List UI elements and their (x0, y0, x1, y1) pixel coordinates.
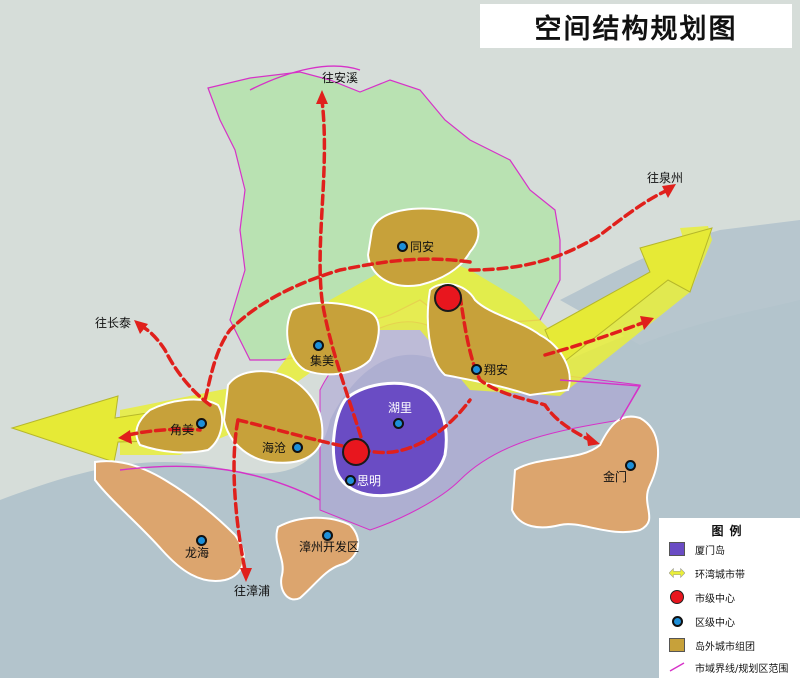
district-center-dot (196, 418, 207, 429)
area-longhai (94, 460, 245, 582)
legend-item-city-center: 市级中心 (669, 588, 735, 606)
outer-cluster-swatch (669, 638, 685, 652)
route-quanzhou (468, 188, 670, 272)
xiamen-island (331, 381, 448, 498)
legend-item-district-center: 区级中心 (669, 612, 735, 630)
city-center-dot (342, 438, 370, 466)
bay-belt-arrow-east (544, 227, 713, 366)
route-anxi (318, 98, 367, 452)
boundary-line-icon (669, 660, 685, 674)
route-changtai (138, 323, 212, 407)
place-label-jinmen: 金门 (603, 470, 628, 484)
district-center-dot-icon (669, 614, 685, 628)
route-east (543, 320, 647, 357)
area-jinmen (510, 415, 659, 534)
route-xiangan (458, 293, 592, 442)
legend-title: 图例 (711, 524, 748, 538)
place-label-xiangan: 翔安 (484, 363, 509, 377)
map-legend: 图例 厦门岛 环湾城市带 市级中心 区级中心 岛外城市组团 市域界线/ (659, 518, 800, 678)
district-center-dot (471, 364, 482, 375)
city-center-dot-icon (669, 590, 685, 604)
place-label-tongan: 同安 (410, 240, 435, 254)
place-label-huli: 湖里 (388, 401, 413, 415)
district-center-dot (397, 241, 408, 252)
place-label-zhangzhou-dev: 漳州开发区 (299, 540, 360, 554)
district-center-dot (393, 418, 404, 429)
district-center-dot (345, 475, 356, 486)
district-center-dot (292, 442, 303, 453)
boundary-line (119, 65, 642, 501)
district-center-dot (322, 530, 333, 541)
area-zhangzhou-dev (275, 516, 360, 601)
route-label-anxi: 往安溪 (322, 71, 359, 85)
place-label-siming: 思明 (357, 474, 382, 488)
xiamen-island-swatch (669, 542, 685, 556)
place-label-longhai: 龙海 (185, 546, 210, 560)
district-center-dot (625, 460, 636, 471)
district-center-dot (313, 340, 324, 351)
cluster-jimei (286, 301, 380, 376)
route-zhangpu (232, 418, 247, 572)
place-label-jimei: 集美 (310, 354, 335, 368)
place-label-jiaomei: 角美 (170, 423, 195, 437)
route-label-zhangpu: 往漳浦 (234, 584, 271, 598)
legend-item-bay-belt: 环湾城市带 (669, 564, 745, 582)
place-label-haicang: 海沧 (262, 441, 287, 455)
route-southwest (126, 427, 202, 437)
map-title-box: 空间结构规划图 (480, 4, 792, 48)
route-label-quanzhou: 往泉州 (647, 171, 684, 185)
route-main-north (203, 257, 472, 402)
cluster-jiaomei (135, 398, 224, 454)
city-center-dot (434, 284, 462, 312)
district-center-dot (196, 535, 207, 546)
legend-item-outer-cluster: 岛外城市组团 (669, 636, 755, 654)
legend-item-boundary: 市域界线/规划区范围 (669, 658, 788, 676)
cluster-tongan (366, 207, 480, 287)
legend-item-xiamen-island: 厦门岛 (669, 540, 725, 558)
route-arrowheads (118, 90, 676, 582)
map-title: 空间结构规划图 (534, 13, 738, 45)
route-label-changtai: 往长泰 (95, 316, 132, 330)
bay-belt-arrow-icon (669, 566, 685, 580)
